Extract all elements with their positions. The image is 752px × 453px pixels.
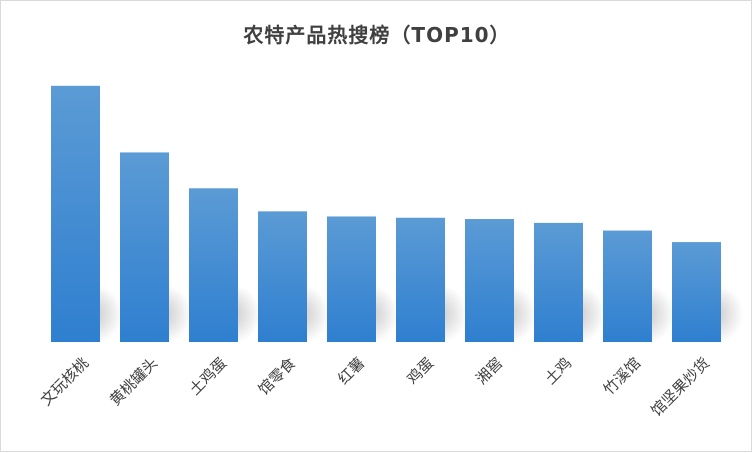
x-tick-label: 湘窖 <box>472 354 506 388</box>
x-tick-label: 红薯 <box>334 354 368 388</box>
chart-title: 农特产品热搜榜（TOP10） <box>243 23 511 47</box>
bar-10 <box>672 242 721 342</box>
bar-2 <box>120 152 169 342</box>
x-tick-label: 文玩核桃 <box>37 354 92 409</box>
x-tick-label: 土鸡蛋 <box>186 354 231 399</box>
x-tick-label: 黄桃罐头 <box>106 354 161 409</box>
bar-9 <box>603 230 652 342</box>
bar-7 <box>465 219 514 342</box>
x-tick-label: 土鸡 <box>541 354 575 388</box>
bar-8 <box>534 222 583 342</box>
x-tick-label: 竹溪馆 <box>600 354 645 399</box>
x-tick-label: 馆零食 <box>255 354 300 399</box>
bar-5 <box>327 216 376 342</box>
bar-4 <box>258 211 307 342</box>
x-tick-label: 馆坚果炒货 <box>647 354 713 420</box>
bar-1 <box>51 85 100 343</box>
bar-3 <box>189 188 238 342</box>
x-tick-label: 鸡蛋 <box>403 354 437 388</box>
bar-6 <box>396 217 445 342</box>
